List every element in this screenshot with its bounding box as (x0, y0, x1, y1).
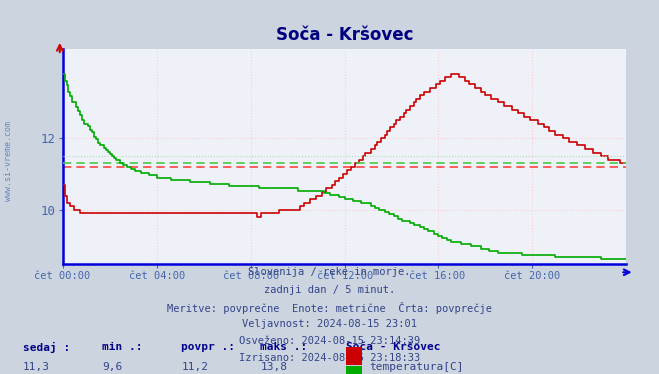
Text: 11,2: 11,2 (181, 362, 208, 372)
Text: sedaj :: sedaj : (23, 342, 71, 353)
Text: 13,8: 13,8 (260, 362, 287, 372)
Text: Meritve: povprečne  Enote: metrične  Črta: povprečje: Meritve: povprečne Enote: metrične Črta:… (167, 302, 492, 314)
Text: povpr .:: povpr .: (181, 342, 235, 352)
Text: maks .:: maks .: (260, 342, 308, 352)
Text: zadnji dan / 5 minut.: zadnji dan / 5 minut. (264, 285, 395, 295)
Text: 9,6: 9,6 (102, 362, 123, 372)
Text: min .:: min .: (102, 342, 142, 352)
Text: www.si-vreme.com: www.si-vreme.com (4, 121, 13, 201)
Text: 11,3: 11,3 (23, 362, 50, 372)
Title: Soča - Kršovec: Soča - Kršovec (275, 26, 413, 44)
Text: Slovenija / reke in morje.: Slovenija / reke in morje. (248, 267, 411, 278)
Text: Osveženo: 2024-08-15 23:14:39: Osveženo: 2024-08-15 23:14:39 (239, 336, 420, 346)
Text: Soča - Kršovec: Soča - Kršovec (346, 342, 440, 352)
Text: Veljavnost: 2024-08-15 23:01: Veljavnost: 2024-08-15 23:01 (242, 319, 417, 329)
Text: temperatura[C]: temperatura[C] (369, 362, 463, 372)
Text: Izrisano: 2024-08-15 23:18:33: Izrisano: 2024-08-15 23:18:33 (239, 353, 420, 364)
